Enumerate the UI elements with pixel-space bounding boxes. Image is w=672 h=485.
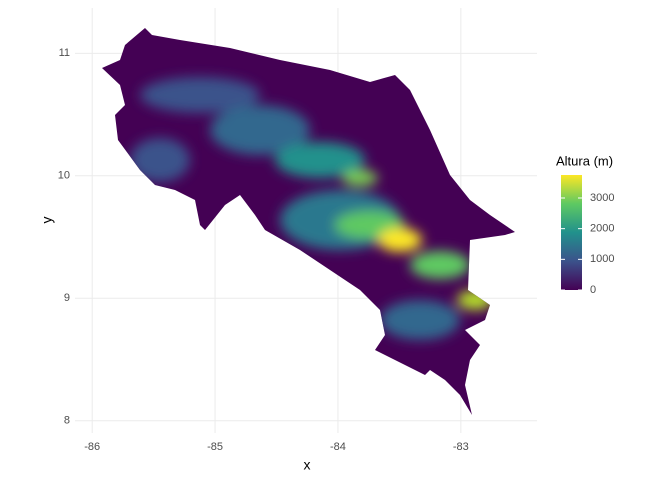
elevation-raster — [102, 28, 515, 415]
colorbar — [561, 175, 582, 290]
y-tick-label: 9 — [64, 292, 70, 304]
legend-tick-label: 3000 — [590, 192, 614, 204]
x-axis-title: x — [304, 457, 311, 473]
legend-tick-label: 0 — [590, 284, 596, 296]
x-tick-label: -86 — [84, 441, 100, 453]
legend-tick-label: 1000 — [590, 253, 614, 265]
y-tick-label: 11 — [59, 47, 70, 59]
x-tick-label: -84 — [330, 441, 346, 453]
legend-title: Altura (m) — [556, 153, 613, 168]
legend-tick-label: 2000 — [590, 223, 614, 235]
y-tick-label: 10 — [58, 170, 70, 182]
x-tick-label: -83 — [453, 441, 469, 453]
y-axis-title: y — [39, 217, 55, 224]
y-tick-label: 8 — [64, 415, 70, 427]
x-tick-label: -85 — [207, 441, 223, 453]
relief — [130, 77, 493, 340]
